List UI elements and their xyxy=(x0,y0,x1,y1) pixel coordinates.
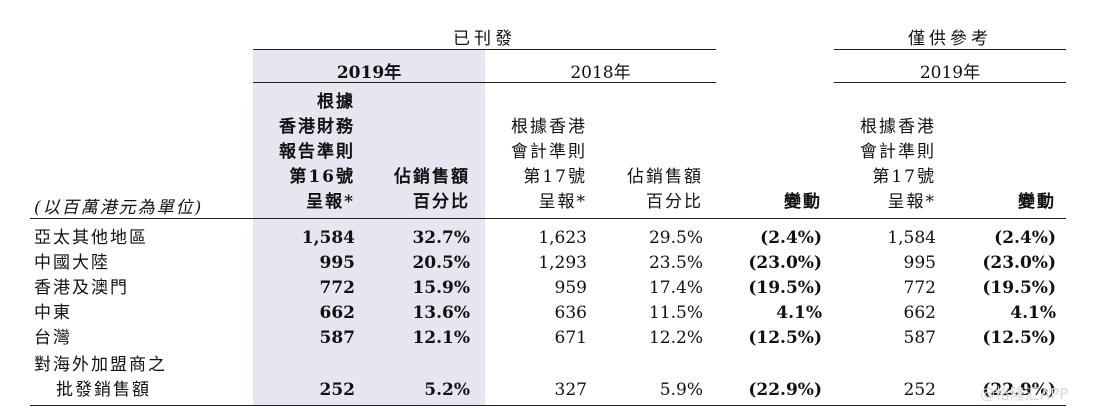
change-ref: (2.4%) xyxy=(994,228,1056,248)
pct-2019: 5.2% xyxy=(424,380,470,400)
year-2019-header: 2019年 xyxy=(336,63,402,83)
value-2018: 1,623 xyxy=(538,228,587,248)
pct-2018: 17.4% xyxy=(648,278,703,298)
year-2018-header: 2018年 xyxy=(570,63,631,83)
unit-label: (以百萬港元為單位) xyxy=(34,198,204,218)
change: 4.1% xyxy=(776,303,822,323)
region-label: 亞太其他地區 xyxy=(34,228,148,248)
region-label-line2: 批發銷售額 xyxy=(56,380,151,400)
table-bottom-rule xyxy=(30,405,1066,406)
pct-2019: 20.5% xyxy=(412,253,470,273)
year-rule-2019 xyxy=(253,82,485,83)
pct-2018: 11.5% xyxy=(648,303,703,323)
value-2019: 995 xyxy=(319,253,356,273)
value-2018: 959 xyxy=(554,278,587,298)
pct-2018: 5.9% xyxy=(659,380,703,400)
value-2018: 327 xyxy=(554,380,587,400)
value-2018: 636 xyxy=(554,303,587,323)
value-2019: 662 xyxy=(319,303,356,323)
highlight-2019-band xyxy=(253,49,485,406)
pct-2019: 32.7% xyxy=(412,228,470,248)
pct-2018: 12.2% xyxy=(648,328,703,348)
pct-2018: 23.5% xyxy=(648,253,703,273)
col-reported-hkfrs16: 根據 香港財務 報告準則 第16號 呈報* xyxy=(279,92,355,212)
value-2019: 772 xyxy=(319,278,356,298)
region-label: 中東 xyxy=(34,303,72,323)
col-change-ref: 變動 xyxy=(1018,192,1056,212)
change: (22.9%) xyxy=(748,380,822,400)
region-label: 台灣 xyxy=(34,328,72,348)
reference-rule xyxy=(834,49,1066,50)
year-2019-ref-header: 2019年 xyxy=(919,63,981,83)
value-2019: 587 xyxy=(319,328,356,348)
col-reported-hkas17-2018: 根據香港 會計準則 第17號 呈報* xyxy=(511,117,587,212)
pct-2019: 13.6% xyxy=(412,303,470,323)
header-bottom-rule xyxy=(30,218,1066,219)
reference-header: 僅供參考 xyxy=(908,29,992,49)
change-ref: (23.0%) xyxy=(982,253,1056,273)
value-ref: 662 xyxy=(903,303,936,323)
value-2019: 1,584 xyxy=(301,228,355,248)
change-ref: 4.1% xyxy=(1010,303,1056,323)
value-ref: 252 xyxy=(903,380,936,400)
published-header: 已刊發 xyxy=(453,29,516,49)
value-ref: 1,584 xyxy=(887,228,936,248)
published-rule xyxy=(253,49,716,50)
change: (12.5%) xyxy=(748,328,822,348)
year-rule-2018 xyxy=(485,82,716,83)
pct-2019: 12.1% xyxy=(412,328,470,348)
change: (2.4%) xyxy=(760,228,822,248)
region-label-line1: 對海外加盟商之 xyxy=(34,355,167,375)
change: (23.0%) xyxy=(748,253,822,273)
value-ref: 772 xyxy=(903,278,936,298)
col-change: 變動 xyxy=(784,192,822,212)
value-2019: 252 xyxy=(319,380,356,400)
change-ref: (22.9%) xyxy=(982,380,1056,400)
change-ref: (12.5%) xyxy=(982,328,1056,348)
col-pct-sales-2019: 佔銷售額 百分比 xyxy=(394,167,470,212)
pct-2019: 15.9% xyxy=(412,278,470,298)
col-reported-hkas17-2019: 根據香港 會計準則 第17號 呈報* xyxy=(860,117,936,212)
change: (19.5%) xyxy=(748,278,822,298)
pct-2018: 29.5% xyxy=(648,228,703,248)
value-ref: 587 xyxy=(903,328,936,348)
value-2018: 1,293 xyxy=(538,253,587,273)
region-label: 中國大陸 xyxy=(34,253,110,273)
col-pct-sales-2018: 佔銷售額 百分比 xyxy=(627,167,703,212)
year-rule-ref xyxy=(834,82,1066,83)
change-ref: (19.5%) xyxy=(982,278,1056,298)
watermark: @格隆汇APP xyxy=(980,385,1069,403)
value-2018: 671 xyxy=(554,328,587,348)
region-label: 香港及澳門 xyxy=(34,278,129,298)
value-ref: 995 xyxy=(903,253,936,273)
